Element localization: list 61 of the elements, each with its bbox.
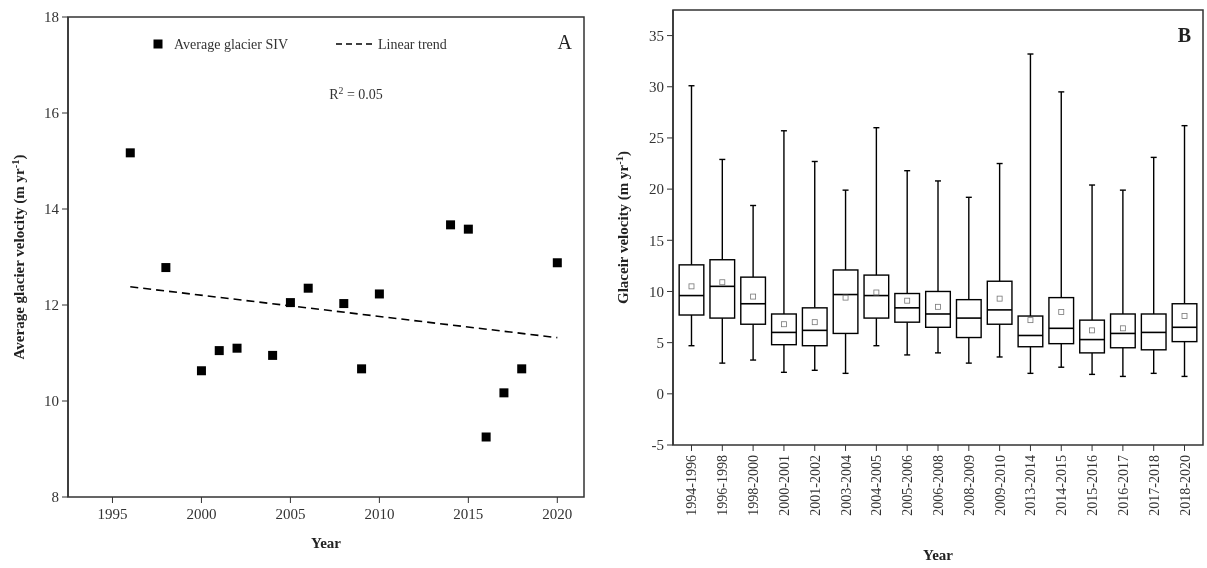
x-tick-label: 2003-2004 [838, 455, 854, 516]
point [481, 432, 491, 442]
y-tick-label: 14 [44, 201, 60, 218]
x-tick-label: 2004-2005 [869, 455, 885, 516]
point [125, 148, 135, 158]
point [161, 263, 171, 273]
point [446, 220, 456, 230]
x-tick-label: 2005 [275, 506, 306, 522]
x-tick-label: 2017-2018 [1146, 455, 1162, 516]
point [214, 346, 224, 356]
point [357, 364, 367, 374]
x-tick-label: 2015 [453, 506, 484, 522]
legend-label: Average glacier SIV [174, 37, 289, 52]
x-tick-label: 2000-2001 [776, 455, 792, 516]
x-tick-label: 2009-2010 [992, 455, 1008, 516]
y-tick-label: 20 [649, 181, 664, 198]
x-tick-label: 2000 [186, 506, 217, 522]
x-tick-label: 1995 [97, 506, 128, 522]
point [268, 350, 278, 360]
y-tick-label: 12 [44, 297, 59, 314]
y-tick-label: -5 [651, 437, 664, 454]
y-tick-label: 10 [649, 283, 664, 300]
point [499, 388, 509, 398]
text: A [557, 31, 573, 53]
x-tick-label: 2013-2014 [1023, 455, 1039, 516]
y-tick-label: 30 [649, 79, 664, 96]
x-tick-label: 2015-2016 [1085, 455, 1101, 516]
x-axis-title: Year [923, 547, 954, 563]
x-tick-label: 2016-2017 [1115, 455, 1131, 516]
x-axis-title: Year [311, 535, 342, 551]
y-tick-label: 35 [649, 27, 664, 44]
y-tick-label: 0 [656, 386, 664, 403]
x-tick-label: 2008-2009 [961, 455, 977, 516]
x-tick-label: 2018-2020 [1177, 455, 1193, 516]
y-tick-label: 16 [44, 105, 60, 122]
point [196, 366, 206, 376]
point [552, 258, 562, 268]
legend-label: Linear trend [378, 37, 447, 52]
annotation: R$^{2}$ = 0.05 [329, 84, 383, 102]
x-tick-label: 1998-2000 [746, 455, 762, 516]
x-tick-label: 1996-1998 [715, 455, 731, 516]
x-tick-label: 2005-2006 [900, 455, 916, 516]
y-tick-label: 25 [649, 130, 664, 147]
x-tick-label: 2001-2002 [807, 455, 823, 516]
y-tick-label: 18 [44, 9, 59, 26]
x-tick-label: 2020 [542, 506, 573, 522]
point [374, 289, 384, 299]
point [463, 224, 473, 234]
x-tick-label: 2014-2015 [1054, 455, 1070, 516]
x-tick-label: 2010 [364, 506, 395, 522]
point [517, 364, 527, 374]
x-tick-label: 1994-1996 [684, 455, 700, 516]
y-tick-label: 5 [656, 334, 664, 351]
point [232, 343, 242, 353]
point [339, 299, 349, 309]
x-tick-label: 2006-2008 [931, 455, 946, 516]
point [303, 283, 313, 293]
y-tick-label: 15 [649, 232, 664, 249]
y-tick-label: 8 [51, 489, 59, 506]
text: B [1177, 24, 1191, 46]
y-tick-label: 10 [44, 393, 59, 410]
